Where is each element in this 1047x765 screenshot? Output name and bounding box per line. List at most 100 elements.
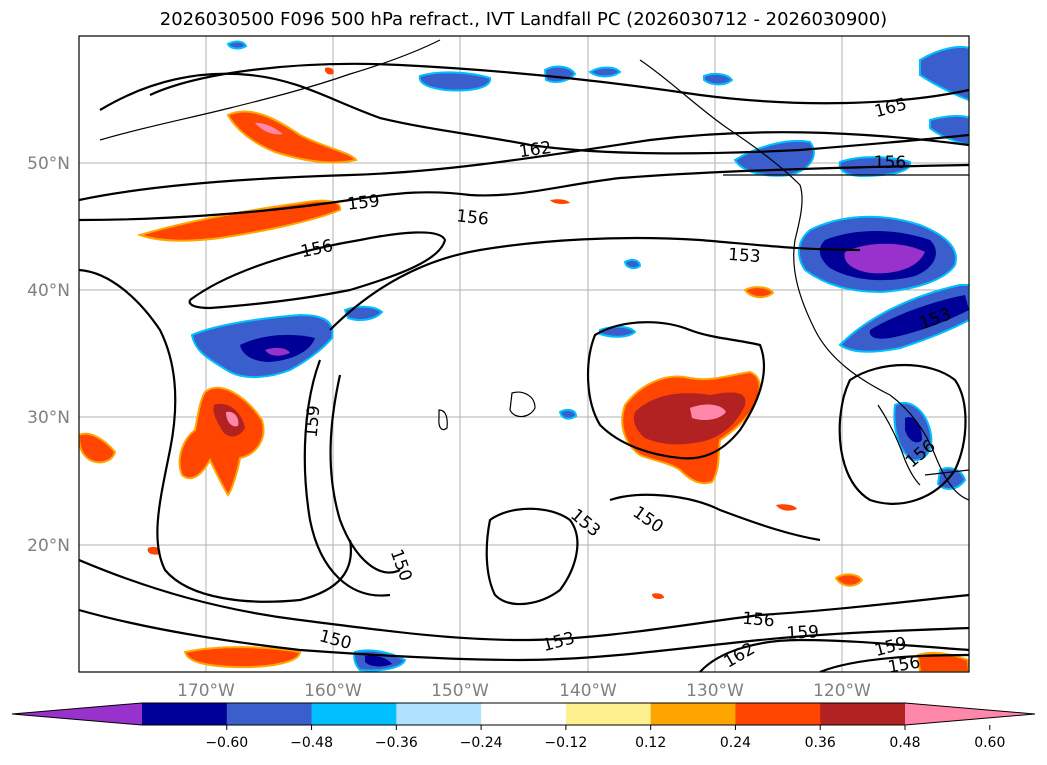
- contour-162a: [99, 72, 969, 155]
- colorbar-cell: [481, 703, 567, 725]
- colorbar-tick-label: 0.36: [805, 735, 836, 751]
- colorbar-tick-label: 0.12: [635, 735, 666, 751]
- contour-156a: [188, 231, 447, 310]
- longitude-label: 150°W: [431, 681, 489, 701]
- fill-region-offshore-oregon: [743, 286, 775, 299]
- colorbar-cell: [650, 703, 736, 725]
- contour-label: 162: [518, 138, 553, 162]
- latitude-label: 50°N: [27, 154, 70, 174]
- contour-159: [79, 163, 969, 222]
- contour-lines: [79, 62, 969, 672]
- colorbar-cell: [396, 703, 482, 725]
- contour-156c: [79, 608, 969, 662]
- fill-region-mid-speck-2: [623, 258, 642, 270]
- latitude-label: 30°N: [27, 408, 70, 428]
- colorbar-tick-label: −0.24: [460, 735, 503, 751]
- island-hawaii-2: [509, 391, 536, 418]
- fill-region-pnw-peak: [844, 243, 925, 274]
- contour-label: 159: [302, 405, 325, 439]
- contour-label: 159: [346, 191, 380, 214]
- contour-153b: [485, 507, 579, 606]
- latitude-axis: 50°N 40°N 30°N 20°N: [27, 154, 70, 556]
- fill-region-speck-2: [147, 546, 161, 555]
- contour-156b: [79, 268, 352, 603]
- fill-region-gulf-of-alaska: [418, 71, 492, 92]
- colorbar-tick-label: 0.60: [974, 735, 1005, 751]
- colorbar-tick-label: −0.60: [205, 735, 248, 751]
- longitude-label: 160°W: [304, 681, 362, 701]
- latitude-label: 20°N: [27, 536, 70, 556]
- colorbar-extension-high: [905, 703, 1035, 725]
- longitude-label: 170°W: [177, 681, 235, 701]
- colorbar-tick-label: 0.24: [720, 735, 751, 751]
- colorbar-tick-label: −0.36: [375, 735, 418, 751]
- longitude-label: 130°W: [686, 681, 744, 701]
- contour-159c: [819, 653, 969, 672]
- fill-region-mid-speck-1: [599, 325, 637, 338]
- latitude-label: 40°N: [27, 281, 70, 301]
- longitude-label: 140°W: [559, 681, 617, 701]
- fill-region-speck-1: [324, 67, 334, 75]
- colorbar-extension-low: [12, 703, 142, 725]
- coastline-baja: [877, 404, 921, 486]
- longitude-axis: 170°W 160°W 150°W 140°W 130°W 120°W: [177, 681, 871, 701]
- fill-region-speck-5: [652, 593, 664, 599]
- fill-region-pacific-cool-peak: [265, 347, 290, 356]
- map-frame: [78, 35, 970, 673]
- fill-region-west-edge: [79, 432, 117, 464]
- fill-region-northeast-pacific-peak: [690, 404, 726, 420]
- fill-region-gulf-speck-2: [588, 66, 622, 78]
- positive-anomaly-regions: [79, 67, 969, 672]
- negative-anomaly-regions: [190, 40, 969, 672]
- longitude-label: 120°W: [813, 681, 871, 701]
- colorbar-tick-label: −0.48: [290, 735, 333, 751]
- coastline-aleutians: [99, 39, 441, 141]
- contour-150d: [79, 558, 969, 642]
- fill-region-california-core: [869, 295, 969, 339]
- colorbar-tick-label: −0.12: [544, 735, 587, 751]
- fill-region-baja-offshore: [834, 573, 864, 587]
- fill-region-mid-speck-4: [558, 408, 578, 420]
- fill-region-south-west: [183, 646, 302, 669]
- island-hawaii-1: [438, 409, 448, 431]
- contour-closed-low: [838, 364, 967, 505]
- gridlines: [79, 36, 969, 672]
- fill-region-speck-4: [776, 504, 797, 511]
- fill-region-central-pacific: [178, 386, 265, 497]
- fill-region-ne-corner: [919, 45, 969, 102]
- contour-162b: [79, 131, 969, 202]
- fill-region-aleutian-core: [255, 122, 283, 135]
- contour-159b: [303, 359, 391, 597]
- fill-region-ne-corner-2: [929, 114, 969, 147]
- colorbar-outline: [11, 702, 1036, 726]
- fill-region-speck-3: [550, 199, 570, 204]
- colorbar-cell: [142, 703, 228, 725]
- colorbar-cell: [565, 703, 652, 725]
- coastline-north-america: [639, 59, 969, 501]
- contour-150b: [587, 321, 765, 460]
- fill-region-bering-speck: [226, 40, 248, 50]
- contour-label: 156: [874, 153, 906, 173]
- fill-region-mid-speck-3: [343, 305, 384, 321]
- contour-label: 153: [727, 245, 761, 267]
- contour-165: [149, 62, 969, 105]
- fill-region-northeast-pacific-core: [633, 392, 746, 445]
- colorbar-cell: [311, 703, 397, 725]
- contour-label: 156: [886, 652, 921, 677]
- border-us-mexico: [924, 469, 969, 476]
- fill-region-central-pacific-peak: [226, 411, 239, 427]
- contour-150c: [609, 493, 821, 542]
- contour-153a: [329, 236, 861, 331]
- colorbar-cell: [226, 703, 313, 725]
- fill-region-south-speck-core: [365, 655, 392, 667]
- colorbar-cell: [735, 703, 821, 725]
- contour-label: 156: [741, 609, 775, 632]
- map-title: 2026030500 F096 500 hPa refract., IVT La…: [159, 9, 888, 30]
- contour-150a: [329, 374, 401, 574]
- contour-label: 159: [786, 622, 819, 644]
- fill-region-gulf-speck-3: [703, 72, 734, 86]
- contour-162c: [699, 638, 969, 672]
- colorbar-tick-label: 0.48: [889, 735, 920, 751]
- colorbar: −0.60 −0.48 −0.36 −0.24 −0.12 0.12 0.24 0.36 0.4…: [11, 702, 1036, 751]
